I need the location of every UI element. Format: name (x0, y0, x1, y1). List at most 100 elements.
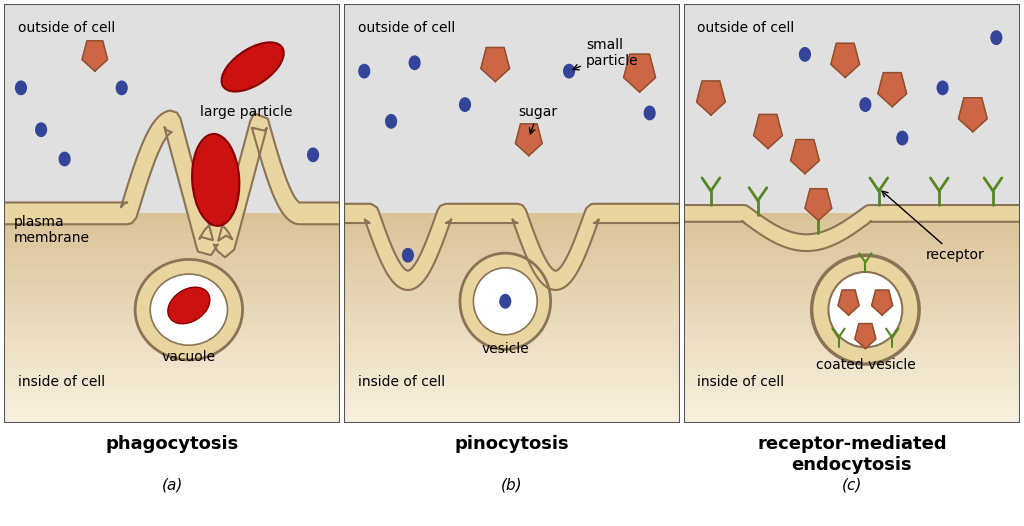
Bar (4, 409, 340, 416)
Bar (684, 394, 1020, 402)
Bar (684, 325, 1020, 332)
Bar (344, 367, 680, 374)
Bar (684, 416, 1020, 422)
Polygon shape (805, 189, 831, 220)
Bar (684, 339, 1020, 346)
Bar (684, 360, 1020, 367)
Bar (4, 402, 340, 409)
Text: vesicle: vesicle (481, 342, 529, 356)
Bar (4, 325, 340, 332)
Circle shape (59, 153, 70, 166)
Bar (4, 4, 340, 214)
Circle shape (991, 31, 1001, 44)
Polygon shape (82, 41, 108, 71)
Circle shape (800, 48, 810, 61)
Bar (4, 353, 340, 360)
Bar (4, 304, 340, 311)
Bar (684, 220, 1020, 227)
Circle shape (897, 132, 907, 145)
Bar (4, 269, 340, 276)
Ellipse shape (828, 272, 902, 347)
Ellipse shape (168, 287, 210, 323)
Bar (344, 339, 680, 346)
Circle shape (117, 81, 127, 95)
Polygon shape (791, 139, 819, 174)
Polygon shape (958, 98, 987, 132)
Bar (4, 416, 340, 422)
Bar (4, 290, 340, 297)
Polygon shape (481, 47, 510, 82)
Bar (344, 304, 680, 311)
Bar (684, 297, 1020, 304)
Bar (684, 214, 1020, 220)
Bar (344, 227, 680, 234)
Bar (684, 4, 1020, 214)
Bar (684, 276, 1020, 283)
Bar (684, 283, 1020, 290)
Circle shape (563, 64, 574, 78)
Polygon shape (515, 124, 542, 156)
Bar (4, 346, 340, 353)
Bar (344, 269, 680, 276)
Text: (b): (b) (501, 477, 523, 492)
Bar (344, 262, 680, 269)
Text: (c): (c) (842, 477, 862, 492)
Bar (344, 255, 680, 262)
Bar (344, 394, 680, 402)
Bar (344, 318, 680, 325)
Bar (344, 381, 680, 388)
Bar (684, 255, 1020, 262)
Bar (344, 388, 680, 394)
Text: inside of cell: inside of cell (17, 375, 104, 389)
Text: (a): (a) (162, 477, 182, 492)
Bar (4, 374, 340, 381)
Text: small
particle: small particle (573, 38, 639, 70)
Circle shape (386, 115, 396, 128)
Bar (684, 304, 1020, 311)
Bar (344, 402, 680, 409)
Bar (684, 269, 1020, 276)
Bar (4, 255, 340, 262)
Bar (684, 381, 1020, 388)
Circle shape (15, 81, 27, 95)
Circle shape (358, 64, 370, 78)
Bar (344, 4, 680, 214)
Polygon shape (838, 290, 859, 315)
Bar (684, 227, 1020, 234)
Bar (344, 220, 680, 227)
Bar (4, 311, 340, 318)
Bar (684, 402, 1020, 409)
Bar (4, 262, 340, 269)
Text: inside of cell: inside of cell (357, 375, 444, 389)
Bar (4, 318, 340, 325)
Text: receptor: receptor (882, 191, 984, 262)
Bar (344, 360, 680, 367)
Bar (4, 241, 340, 248)
Bar (344, 214, 680, 220)
Polygon shape (344, 204, 680, 290)
Polygon shape (871, 290, 893, 315)
Bar (684, 262, 1020, 269)
Bar (684, 353, 1020, 360)
Bar (684, 318, 1020, 325)
Text: outside of cell: outside of cell (17, 21, 115, 35)
Bar (4, 388, 340, 394)
Bar (344, 248, 680, 255)
Bar (344, 416, 680, 422)
Text: coated vesicle: coated vesicle (815, 358, 915, 372)
Polygon shape (855, 323, 876, 349)
Ellipse shape (193, 134, 240, 226)
Bar (4, 297, 340, 304)
Polygon shape (4, 110, 340, 257)
Polygon shape (696, 81, 725, 115)
Bar (684, 388, 1020, 394)
Polygon shape (878, 73, 906, 107)
Bar (344, 353, 680, 360)
Bar (344, 409, 680, 416)
Bar (344, 325, 680, 332)
Bar (4, 248, 340, 255)
Bar (684, 241, 1020, 248)
Bar (344, 234, 680, 241)
Circle shape (307, 148, 318, 161)
Bar (344, 346, 680, 353)
